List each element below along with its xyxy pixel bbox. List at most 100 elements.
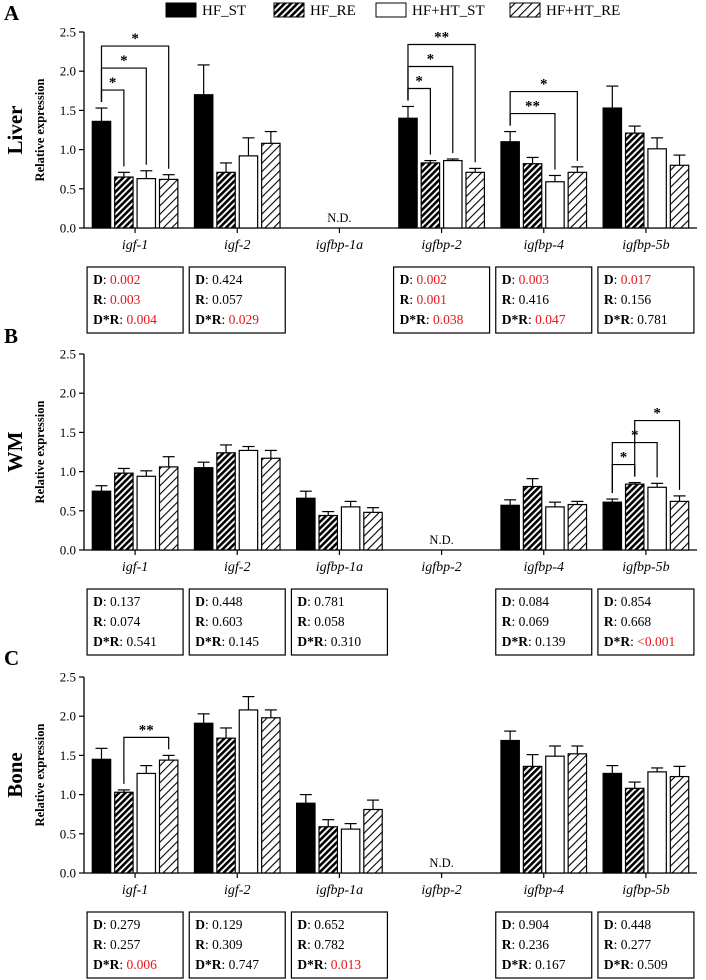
stats-box-frame xyxy=(392,266,491,334)
bar-hf-ht-re-igfbp-2 xyxy=(465,171,485,229)
stats-separator: : xyxy=(512,937,519,952)
stats-factor-label: D xyxy=(195,594,205,609)
bar-hf-ht-re-igf-1 xyxy=(158,178,179,229)
stats-separator: : xyxy=(205,937,212,952)
stats-p-value: 0.003 xyxy=(519,272,550,287)
stats-separator: : xyxy=(614,594,621,609)
stats-row: D*R: 0.047 xyxy=(502,312,566,327)
x-tick-label: igfbp-4 xyxy=(524,238,564,253)
x-tick-label: igfbp-2 xyxy=(421,238,461,253)
bar-hf-st-igfbp-4 xyxy=(500,141,520,229)
stats-factor-label: D xyxy=(400,272,410,287)
stats-factor-label: D xyxy=(195,272,205,287)
stats-row: D*R: 0.747 xyxy=(195,957,259,972)
y-tick-label: 2.5 xyxy=(60,347,76,362)
bar-hf-st-igfbp-1a xyxy=(296,802,316,874)
stats-p-value: 0.017 xyxy=(621,272,652,287)
stats-factor-label: D*R xyxy=(195,634,221,649)
bar-hf-ht-re-igfbp-5b xyxy=(669,164,690,229)
panel-title: WM xyxy=(3,431,27,472)
bar-hf-st-igfbp-5b xyxy=(602,501,623,551)
stats-separator: : xyxy=(103,937,110,952)
stats-p-value: 0.129 xyxy=(212,917,243,932)
stats-p-value: 0.002 xyxy=(416,272,446,287)
significance-label: * xyxy=(120,53,128,69)
stats-p-value: 0.084 xyxy=(519,594,550,609)
stats-box-igf-1: D: 0.002 R: 0.003 D*R: 0.004 xyxy=(86,266,184,334)
stats-row: D*R: 0.038 xyxy=(400,312,464,327)
stats-box-igfbp-1a: D: 0.781 R: 0.058 D*R: 0.310 xyxy=(290,588,389,656)
stats-p-value: 0.541 xyxy=(126,634,156,649)
legend-item-hf-ht-re: HF+HT_RE xyxy=(509,2,620,19)
stats-p-value: 0.145 xyxy=(229,634,260,649)
stats-factor-label: D xyxy=(93,272,103,287)
stats-box-frame xyxy=(86,266,184,334)
x-tick-label: igfbp-5b xyxy=(622,883,669,898)
legend: HF_ST HF_RE HF+HT_ST HF+HT_RE xyxy=(165,2,620,19)
bar-hf-st-igfbp-5b xyxy=(602,772,623,874)
stats-row: D*R: 0.004 xyxy=(93,312,157,327)
stats-separator: : xyxy=(528,312,535,327)
stats-separator: : xyxy=(614,917,621,932)
stats-p-value: 0.448 xyxy=(621,917,652,932)
stats-factor-label: D xyxy=(502,272,512,287)
y-tick-label: 1.5 xyxy=(60,103,76,118)
stats-factor-label: D*R xyxy=(502,957,528,972)
bar-hf-ht-re-igfbp-1a xyxy=(363,808,383,874)
stats-box-igf-2: D: 0.129 R: 0.309 D*R: 0.747 xyxy=(188,911,286,979)
x-tick-label: igfbp-1a xyxy=(316,560,363,575)
bar-hf-re-igf-1 xyxy=(114,791,134,874)
significance-label: * xyxy=(620,450,628,466)
stats-row: D*R: <0.001 xyxy=(604,634,675,649)
y-tick-label: 0.5 xyxy=(60,826,76,841)
significance-label: ** xyxy=(525,99,540,115)
bar-hf-re-igfbp-4 xyxy=(522,765,543,874)
significance-label: * xyxy=(109,75,117,91)
stats-factor-label: D xyxy=(93,917,103,932)
stats-row: D*R: 0.139 xyxy=(502,634,566,649)
stats-p-value: 0.038 xyxy=(433,312,464,327)
stats-box-frame xyxy=(495,266,593,334)
panel-wm: B WM Relative expression 0.0 0.5 1.0 1.5 2.0 2.5… xyxy=(3,324,697,656)
stats-factor-label: R xyxy=(297,614,307,629)
stats-factor-label: D xyxy=(502,594,512,609)
stats-p-value: 0.069 xyxy=(519,614,550,629)
legend-swatch-hf-ht-re xyxy=(509,2,541,18)
stats-box-frame xyxy=(597,588,695,656)
stats-box-frame xyxy=(597,911,695,979)
y-tick-label: 2.0 xyxy=(60,709,76,724)
stats-row: D*R: 0.145 xyxy=(195,634,259,649)
bar-hf-ht-st-igfbp-1a xyxy=(340,828,361,874)
stats-separator: : xyxy=(103,272,110,287)
stats-separator: : xyxy=(630,634,637,649)
stats-p-value: 0.006 xyxy=(126,957,157,972)
stats-factor-label: D xyxy=(297,917,307,932)
stats-row: R: 0.668 xyxy=(604,614,652,629)
stats-p-value: 0.002 xyxy=(110,272,140,287)
stats-row: D: 0.084 xyxy=(502,594,550,609)
significance-bracket xyxy=(100,45,170,169)
y-tick-label: 1.0 xyxy=(60,464,76,479)
y-axis-label: Relative expression xyxy=(33,401,47,504)
nd-label: N.D. xyxy=(429,856,453,870)
stats-box-frame xyxy=(290,911,389,979)
bar-hf-ht-re-igf-2 xyxy=(261,717,281,874)
bar-hf-st-igf-1 xyxy=(91,758,112,874)
stats-separator: : xyxy=(205,594,212,609)
stats-factor-label: R xyxy=(93,614,103,629)
significance-label: * xyxy=(415,73,423,89)
bar-hf-ht-re-igfbp-4 xyxy=(567,503,588,551)
bar-hf-re-igfbp-4 xyxy=(522,163,543,229)
significance-bracket xyxy=(509,90,578,161)
stats-p-value: 0.167 xyxy=(535,957,566,972)
x-tick-label: igfbp-2 xyxy=(421,883,461,898)
bar-hf-st-igfbp-4 xyxy=(500,504,520,551)
stats-p-value: 0.310 xyxy=(331,634,362,649)
stats-row: D*R: 0.029 xyxy=(195,312,259,327)
stats-factor-label: D xyxy=(604,917,614,932)
stats-separator: : xyxy=(614,292,621,307)
significance-bracket xyxy=(634,419,681,490)
significance-label: * xyxy=(427,51,435,67)
stats-p-value: 0.603 xyxy=(212,614,243,629)
stats-box-igfbp-5b: D: 0.448 R: 0.277 D*R: 0.509 xyxy=(597,911,695,979)
